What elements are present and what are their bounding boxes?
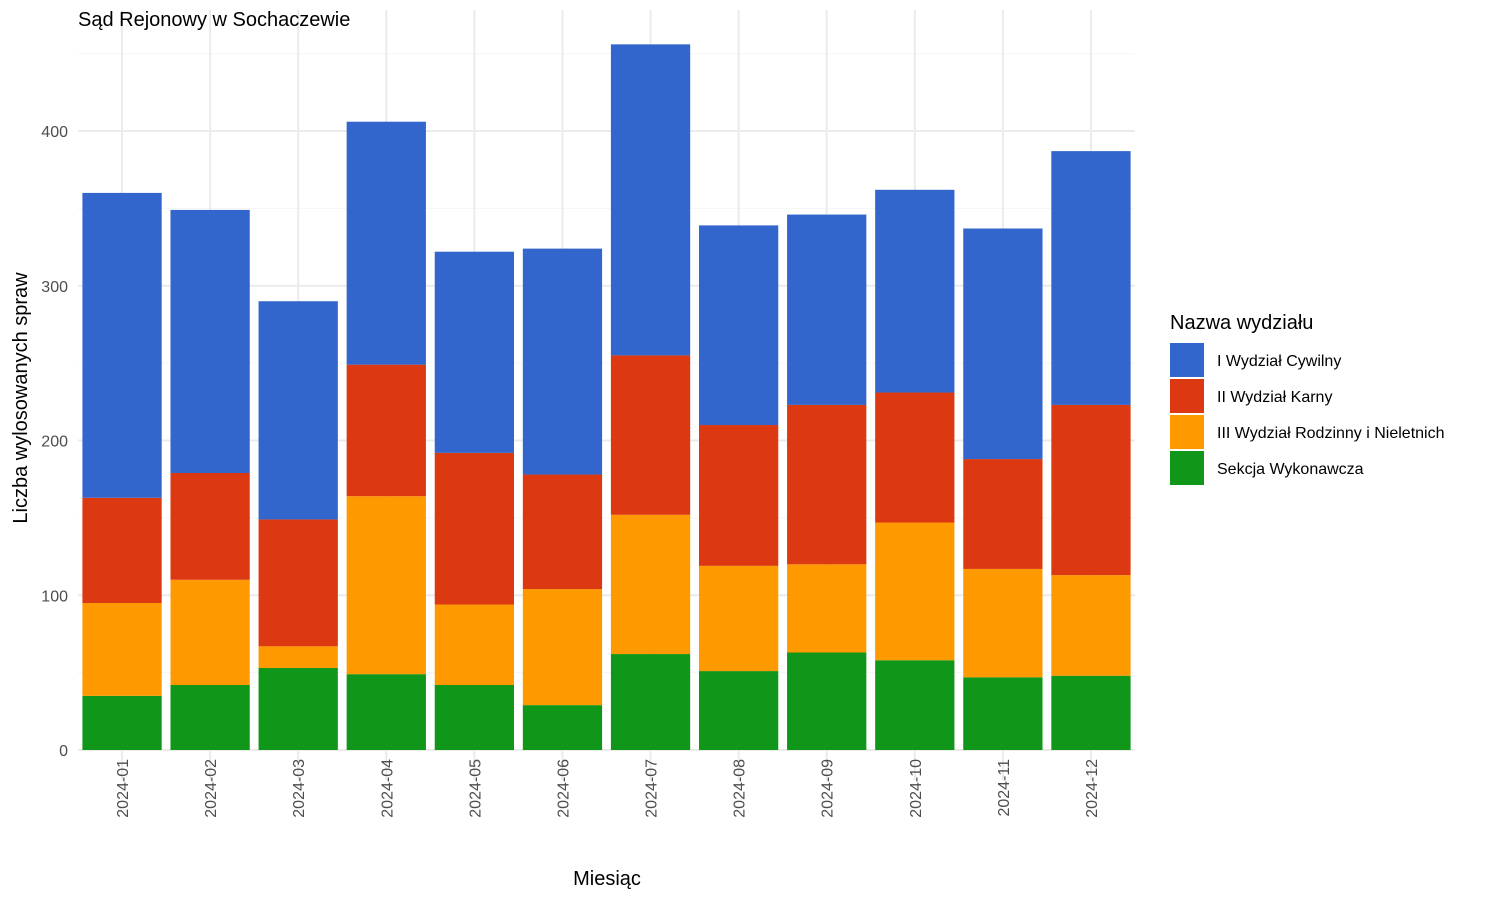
bar-segment [346, 364, 426, 497]
x-tick-label: 2024-10 [908, 759, 925, 818]
y-tick-label: 0 [59, 743, 68, 760]
bar-segment [698, 565, 779, 672]
bar-segment [434, 604, 515, 686]
legend-title: Nazwa wydziału [1170, 312, 1313, 334]
bar-segment [522, 589, 603, 706]
chart-title: Sąd Rejonowy w Sochaczewie [78, 9, 350, 31]
x-axis-title: Miesiąc [573, 868, 641, 890]
bar-segment [346, 121, 426, 365]
x-tick-label: 2024-07 [644, 759, 661, 818]
bar-segment [1051, 675, 1131, 750]
y-tick-label: 100 [41, 588, 68, 605]
bar-segment [170, 472, 250, 580]
y-axis-title: Liczba wylosowanych spraw [10, 272, 32, 524]
bar-segment [963, 677, 1043, 750]
bar-segment [258, 519, 338, 647]
bar-segment [82, 602, 162, 696]
bar-segment [963, 459, 1043, 569]
bar-segment [170, 579, 250, 686]
bar-segment [258, 667, 338, 750]
bar-segment [787, 214, 867, 405]
legend-label: I Wydział Cywilny [1217, 353, 1341, 370]
bar-segment [875, 522, 955, 661]
bar-segment [610, 514, 691, 655]
bar-segment [522, 705, 603, 750]
legend-swatch [1170, 343, 1204, 377]
bar-segment [258, 301, 338, 520]
bar-segment [434, 251, 515, 453]
bar-segment [346, 674, 426, 750]
bar-segment [82, 497, 162, 603]
x-tick-label: 2024-09 [820, 759, 837, 818]
x-tick-label: 2024-11 [996, 759, 1013, 817]
bar-segment [787, 404, 867, 565]
bar-segment [610, 654, 691, 750]
bar-segment [787, 564, 867, 653]
minor-gridlines [78, 53, 1135, 674]
legend: Nazwa wydziału I Wydział Cywilny II Wydzi… [1170, 312, 1445, 485]
x-tick-label: 2024-08 [732, 759, 749, 818]
bar-segment [787, 652, 867, 750]
bar-segment [698, 425, 779, 566]
bar-segment [610, 355, 691, 515]
legend-label: II Wydział Karny [1217, 389, 1332, 406]
x-tick-label: 2024-04 [379, 759, 396, 818]
bar-segment [875, 392, 955, 523]
x-tick-label: 2024-06 [555, 759, 572, 818]
bar-segment [698, 225, 779, 426]
y-axis-ticks: 0 100 200 300 400 [41, 124, 68, 760]
bar-segment [610, 44, 691, 356]
bar-segment [82, 695, 162, 750]
x-tick-label: 2024-05 [467, 759, 484, 818]
legend-swatch [1170, 415, 1204, 449]
bar-segment [258, 646, 338, 668]
bar-segment [875, 189, 955, 393]
x-tick-label: 2024-12 [1084, 759, 1101, 818]
bar-segment [434, 685, 515, 750]
y-tick-label: 400 [41, 124, 68, 141]
bar-segment [963, 228, 1043, 460]
bar-segment [698, 671, 779, 750]
y-tick-label: 200 [41, 434, 68, 451]
bar-segment [434, 452, 515, 605]
x-tick-label: 2024-03 [291, 759, 308, 818]
bar-segment [1051, 404, 1131, 576]
x-axis-ticks: 2024-01 2024-02 2024-03 2024-04 2024-05 2024-… [115, 759, 1101, 818]
legend-swatch [1170, 451, 1204, 485]
x-tick-label: 2024-02 [203, 759, 220, 818]
legend-swatch [1170, 379, 1204, 413]
bar-segment [1051, 575, 1131, 676]
bar-segment [170, 685, 250, 750]
x-tick-label: 2024-01 [115, 759, 132, 818]
bar-segment [875, 660, 955, 750]
bar-segment [963, 568, 1043, 678]
bar-segment [346, 496, 426, 675]
y-tick-label: 300 [41, 279, 68, 296]
legend-label: III Wydział Rodzinny i Nieletnich [1217, 425, 1445, 442]
bar-segment [82, 192, 162, 498]
bars [82, 44, 1131, 750]
bar-segment [522, 474, 603, 590]
bar-segment [1051, 151, 1131, 405]
legend-label: Sekcja Wykonawcza [1217, 461, 1364, 478]
bar-segment [170, 209, 250, 473]
bar-segment [522, 248, 603, 475]
